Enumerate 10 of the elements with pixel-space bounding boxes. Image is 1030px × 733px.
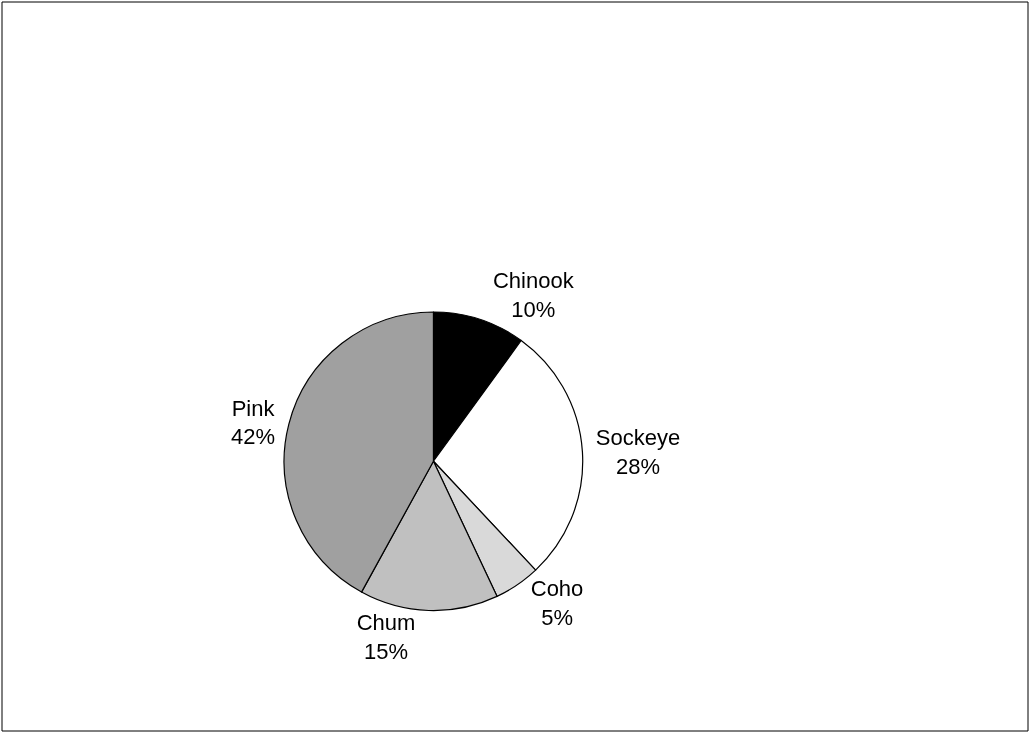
data-label: 28% <box>615 453 661 479</box>
slice-label: Chinook <box>492 268 575 294</box>
data-label: 42% <box>231 424 276 450</box>
slice-label: Sockeye <box>595 424 681 450</box>
slice-label: Coho <box>530 576 584 602</box>
slice-label: Chum <box>356 610 416 636</box>
slice-label: Pink <box>231 395 276 421</box>
data-label: 15% <box>363 639 409 665</box>
data-label: 5% <box>541 604 573 630</box>
data-label: 10% <box>511 296 556 322</box>
